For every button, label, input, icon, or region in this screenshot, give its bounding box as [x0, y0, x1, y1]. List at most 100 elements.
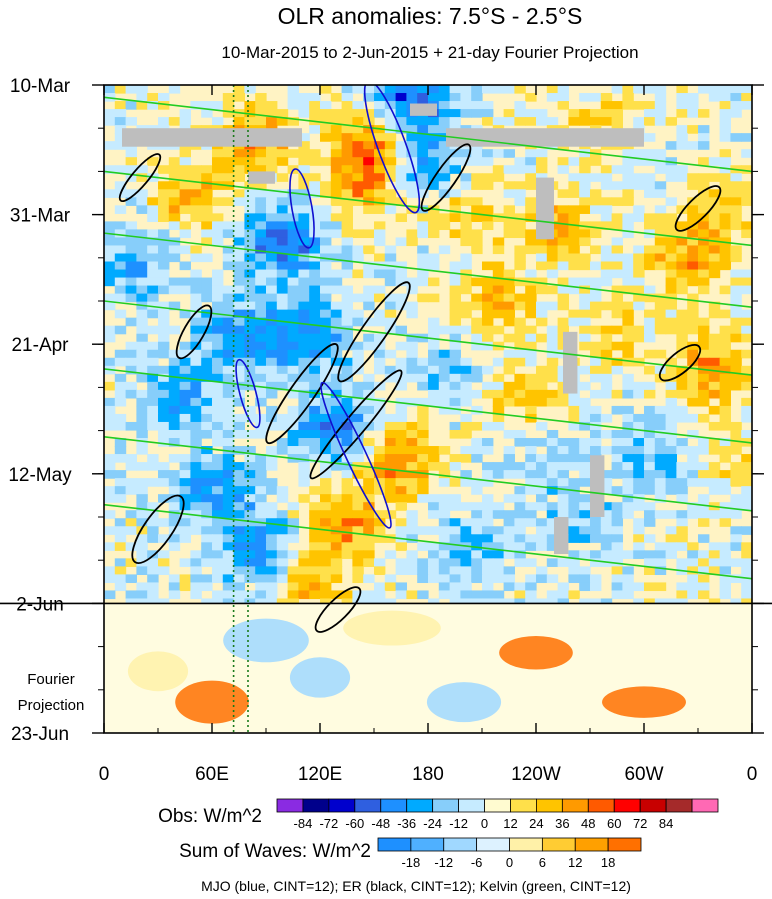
anomaly-cell — [190, 494, 202, 503]
anomaly-cell — [395, 173, 407, 182]
anomaly-cell — [287, 293, 299, 303]
anomaly-cell — [590, 341, 602, 351]
anomaly-cell — [330, 566, 343, 575]
anomaly-cell — [687, 93, 699, 102]
anomaly-cell — [136, 462, 148, 471]
anomaly-cell — [309, 317, 321, 327]
anomaly-cell — [287, 550, 299, 559]
anomaly-cell — [546, 357, 559, 367]
anomaly-cell — [136, 189, 148, 198]
anomaly-cell — [363, 205, 375, 214]
anomaly-cell — [330, 189, 343, 198]
anomaly-cell — [363, 421, 375, 431]
anomaly-cell — [600, 389, 613, 399]
anomaly-cell — [568, 117, 580, 126]
anomaly-cell — [687, 446, 699, 455]
anomaly-cell — [114, 373, 127, 383]
anomaly-cell — [104, 454, 116, 463]
anomaly-cell — [266, 542, 278, 551]
anomaly-cell — [374, 341, 386, 351]
anomaly-cell — [546, 542, 559, 551]
anomaly-cell — [687, 550, 699, 559]
anomaly-cell — [222, 478, 235, 487]
anomaly-cell — [179, 173, 191, 182]
anomaly-cell — [212, 534, 224, 543]
anomaly-cell — [590, 550, 602, 559]
anomaly-cell — [730, 325, 742, 335]
anomaly-cell — [557, 582, 569, 592]
anomaly-cell — [503, 309, 515, 319]
anomaly-cell — [525, 229, 537, 239]
anomaly-cell — [374, 173, 386, 182]
kelvin-contour — [104, 96, 752, 173]
anomaly-cell — [233, 510, 245, 519]
anomaly-cell — [341, 357, 353, 367]
anomaly-cell — [320, 229, 332, 239]
anomaly-cell — [147, 197, 159, 206]
anomaly-cell — [190, 454, 202, 463]
anomaly-cell — [719, 165, 731, 174]
anomaly-cell — [255, 117, 267, 126]
anomaly-cell — [698, 261, 710, 271]
anomaly-cell — [255, 534, 267, 543]
anomaly-cell — [168, 534, 181, 543]
anomaly-cell — [579, 301, 591, 311]
obs-colorbar-tick-label: -84 — [294, 816, 313, 831]
anomaly-cell — [579, 438, 591, 447]
anomaly-cell — [698, 566, 710, 575]
anomaly-cell — [428, 454, 440, 463]
anomaly-cell — [384, 293, 397, 303]
anomaly-cell — [384, 309, 397, 319]
anomaly-cell — [557, 502, 569, 511]
er-contour — [175, 304, 213, 360]
anomaly-cell — [579, 237, 591, 247]
anomaly-cell — [147, 534, 159, 543]
anomaly-cell — [590, 558, 602, 567]
contour-legend-footnote: MJO (blue, CINT=12); ER (black, CINT=12)… — [201, 878, 631, 894]
anomaly-cell — [708, 373, 721, 383]
anomaly-cell — [514, 301, 526, 311]
anomaly-cell — [644, 285, 656, 295]
anomaly-cell — [482, 534, 494, 543]
anomaly-cell — [147, 245, 159, 255]
anomaly-cell — [212, 405, 224, 415]
anomaly-cell — [309, 542, 321, 551]
anomaly-cell — [557, 165, 569, 174]
anomaly-cell — [536, 526, 548, 535]
anomaly-cell — [190, 365, 202, 375]
anomaly-cell — [438, 518, 451, 527]
anomaly-cell — [471, 149, 483, 158]
anomaly-cell — [698, 373, 710, 383]
anomaly-cell — [698, 470, 710, 479]
anomaly-cell — [158, 253, 170, 263]
anomaly-cell — [492, 269, 505, 279]
anomaly-cell — [676, 125, 688, 134]
anomaly-cell — [687, 173, 699, 182]
anomaly-cell — [309, 454, 321, 463]
anomaly-cell — [568, 173, 580, 182]
anomaly-cell — [482, 446, 494, 455]
anomaly-cell — [255, 341, 267, 351]
anomaly-cell — [460, 502, 472, 511]
anomaly-cell — [719, 197, 731, 206]
anomaly-cell — [546, 333, 559, 343]
anomaly-cell — [125, 462, 137, 471]
anomaly-cell — [428, 574, 440, 584]
anomaly-cell — [492, 421, 505, 431]
anomaly-cell — [168, 590, 181, 600]
anomaly-cell — [244, 349, 256, 359]
anomaly-cell — [449, 381, 461, 391]
anomaly-cell — [255, 462, 267, 471]
anomaly-cell — [492, 325, 505, 335]
anomaly-cell — [374, 109, 386, 118]
anomaly-cell — [525, 462, 537, 471]
anomaly-cell — [622, 101, 634, 110]
anomaly-cell — [417, 221, 429, 231]
anomaly-cell — [201, 582, 213, 592]
anomaly-cell — [309, 213, 321, 222]
anomaly-cell — [287, 101, 299, 110]
anomaly-cell — [600, 373, 613, 383]
anomaly-cell — [255, 542, 267, 551]
anomaly-cell — [352, 189, 364, 198]
anomaly-cell — [579, 526, 591, 535]
